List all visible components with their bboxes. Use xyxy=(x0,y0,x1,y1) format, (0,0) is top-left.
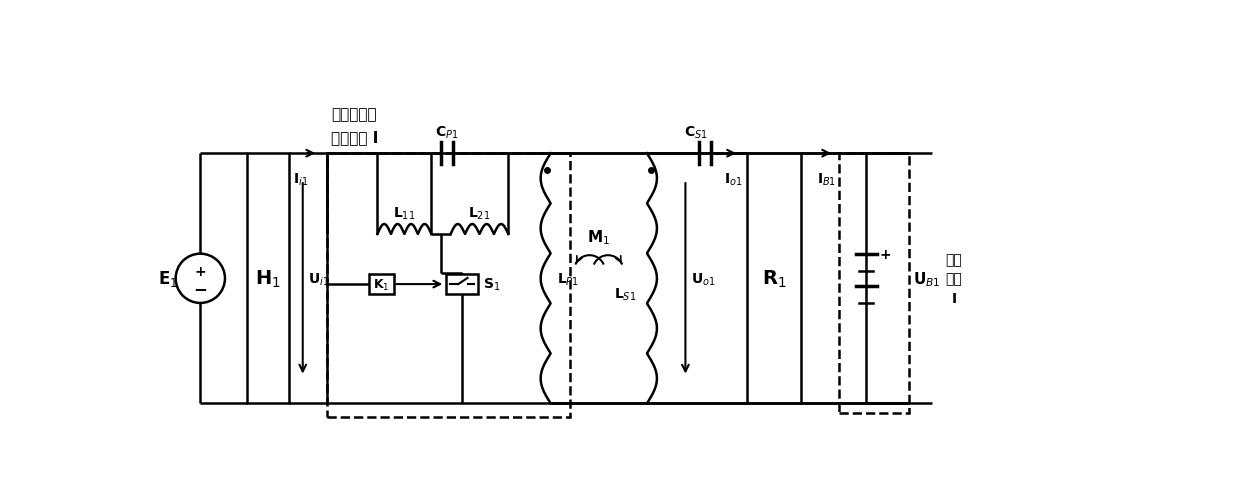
Text: H$_1$: H$_1$ xyxy=(255,268,281,290)
Text: 发射端开关: 发射端开关 xyxy=(331,107,377,122)
Text: S$_1$: S$_1$ xyxy=(483,277,501,293)
Text: K$_1$: K$_1$ xyxy=(373,277,389,292)
Text: I$_{B1}$: I$_{B1}$ xyxy=(817,171,836,187)
Bar xyxy=(839,154,908,413)
Bar xyxy=(446,275,478,295)
Text: E$_1$: E$_1$ xyxy=(159,269,178,289)
Circle shape xyxy=(176,254,225,303)
Text: I$_{i1}$: I$_{i1}$ xyxy=(292,171,309,187)
Bar xyxy=(327,154,570,417)
Text: U$_{i1}$: U$_{i1}$ xyxy=(309,271,330,287)
Text: C$_{S1}$: C$_{S1}$ xyxy=(684,124,707,141)
Text: 电池
负载
I: 电池 负载 I xyxy=(945,253,963,305)
Text: C$_{P1}$: C$_{P1}$ xyxy=(435,124,458,141)
Text: 切换部分 I: 切换部分 I xyxy=(331,130,379,145)
Text: U$_{B1}$: U$_{B1}$ xyxy=(913,270,940,288)
Bar xyxy=(247,154,289,404)
Text: M$_1$: M$_1$ xyxy=(587,228,611,246)
Bar xyxy=(747,154,800,404)
Text: −: − xyxy=(193,280,207,298)
Text: L$_{S1}$: L$_{S1}$ xyxy=(615,286,637,302)
Bar xyxy=(369,275,394,295)
Text: +: + xyxy=(195,264,206,278)
Text: R$_1$: R$_1$ xyxy=(762,268,787,290)
Text: L$_{11}$: L$_{11}$ xyxy=(393,205,415,221)
Text: +: + xyxy=(880,247,891,261)
Text: U$_{o1}$: U$_{o1}$ xyxy=(691,271,715,287)
Text: I$_{o1}$: I$_{o1}$ xyxy=(724,171,742,187)
Text: L$_{P1}$: L$_{P1}$ xyxy=(556,271,579,287)
Text: L$_{21}$: L$_{21}$ xyxy=(468,205,491,221)
